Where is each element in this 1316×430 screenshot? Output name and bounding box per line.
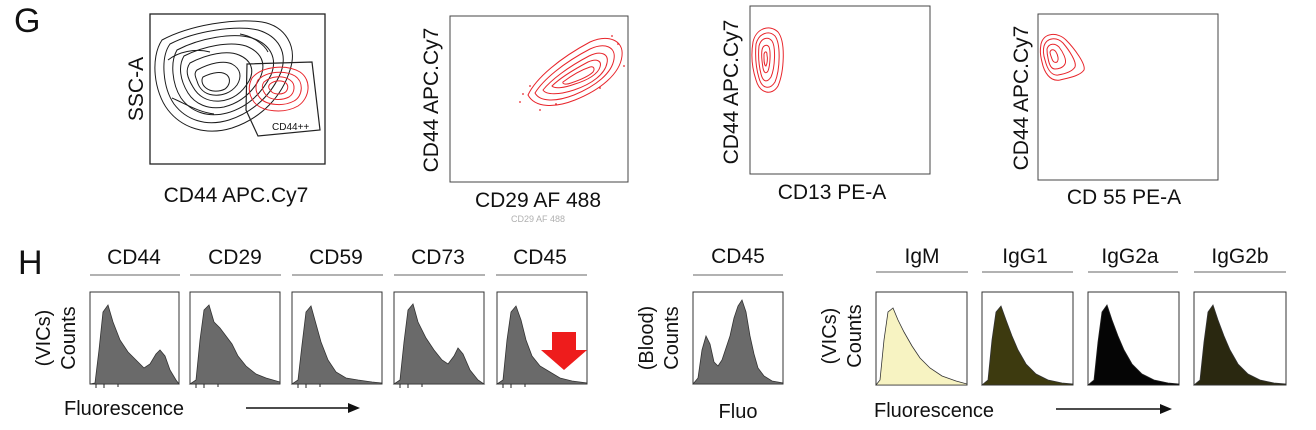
isotype-marker-label: IgG1 <box>1002 245 1048 268</box>
panel-g-label: G <box>14 2 40 40</box>
plot-g2-ylabel: CD44 APC.Cy7 <box>420 28 443 173</box>
blood-xlabel: Fluo <box>719 401 758 423</box>
isotype-xlabel: Fluorescence <box>874 400 994 422</box>
isotype-hist-igm <box>875 291 968 386</box>
vic-xlabel: Fluorescence <box>64 398 184 420</box>
plot-g3-red-contours <box>751 27 784 93</box>
plot-g1-gate <box>245 61 321 137</box>
isotype-hist-igg2a <box>1086 291 1180 386</box>
plot-g2-scatter-dots <box>519 35 625 111</box>
vic-marker-label: CD73 <box>411 246 465 269</box>
vic-hist-cd73 <box>392 291 486 385</box>
isotype-hist-igg2b <box>1192 291 1287 386</box>
plot-g3-ylabel: CD44 APC.Cy7 <box>720 20 743 165</box>
vic-ylabel-line1: (VICs) <box>33 310 55 367</box>
plot-g2-frame <box>449 15 629 183</box>
vic-hist-cd29 <box>188 291 281 385</box>
plot-g2: CD44 APC.Cy7 CD29 AF 488 CD29 AF 488 <box>420 15 629 224</box>
plot-g1-xlabel: CD44 APC.Cy7 <box>164 184 309 207</box>
plot-g3-xlabel: CD13 PE-A <box>778 181 887 204</box>
blood-group: CD45 (Blood) Counts Fluo <box>636 245 784 423</box>
panel-h-label: H <box>18 244 43 282</box>
vic-axis-ticks <box>95 384 526 388</box>
plot-g2-xlabel: CD29 AF 488 <box>475 189 601 212</box>
plot-g2-xlabel-ghost: CD29 AF 488 <box>511 214 565 224</box>
down-arrow-icon <box>541 332 587 370</box>
blood-ylabel-line1: (Blood) <box>636 306 658 370</box>
plot-g1-gate-label: CD44++ <box>272 122 309 133</box>
plot-g4-frame <box>1037 13 1219 181</box>
plot-g2-red-contours <box>527 38 623 106</box>
plot-g4: CD44 APC.Cy7 CD 55 PE-A <box>1010 13 1219 209</box>
plot-g1: CD44++ SSC-A CD44 APC.Cy7 <box>125 13 326 207</box>
plot-g1-ylabel: SSC-A <box>125 57 148 121</box>
plot-g1-frame <box>149 13 326 165</box>
plot-g4-ylabel: CD44 APC.Cy7 <box>1010 26 1033 171</box>
blood-hist-cd45 <box>692 299 784 385</box>
vic-hist-cd59 <box>290 291 383 385</box>
vic-ylabel-line2: Counts <box>58 306 80 369</box>
vic-marker-label: CD45 <box>513 246 567 269</box>
blood-marker-label: CD45 <box>711 245 765 268</box>
vic-group: CD44 CD29 CD59 CD73 CD45 <box>33 246 588 420</box>
blood-ylabel-line2: Counts <box>661 306 683 369</box>
vic-marker-label: CD29 <box>208 246 262 269</box>
isotype-hist-igg1 <box>980 291 1074 386</box>
plot-g1-black-contours <box>154 20 293 132</box>
vic-hist-cd45 <box>495 291 588 385</box>
plot-g3-frame <box>749 5 931 175</box>
plot-g4-xlabel: CD 55 PE-A <box>1067 186 1181 209</box>
isotype-axis-arrow <box>1056 404 1172 414</box>
plot-g4-red-contours <box>1039 34 1085 81</box>
isotype-ylabel-line2: Counts <box>844 304 866 367</box>
vic-axis-arrow <box>246 403 360 413</box>
vic-marker-label: CD59 <box>309 246 363 269</box>
plot-g1-red-contours <box>248 66 309 112</box>
isotype-marker-label: IgG2a <box>1101 245 1159 268</box>
plot-g3: CD44 APC.Cy7 CD13 PE-A <box>720 5 931 204</box>
vic-marker-label: CD44 <box>107 246 161 269</box>
isotype-ylabel-line1: (VICs) <box>819 308 841 365</box>
isotype-marker-label: IgM <box>904 245 939 268</box>
isotype-marker-label: IgG2b <box>1211 245 1268 268</box>
isotype-group: IgM IgG1 IgG2a IgG2b (VICs) Counts Fluor <box>819 245 1287 422</box>
vic-hist-cd44 <box>89 291 180 385</box>
